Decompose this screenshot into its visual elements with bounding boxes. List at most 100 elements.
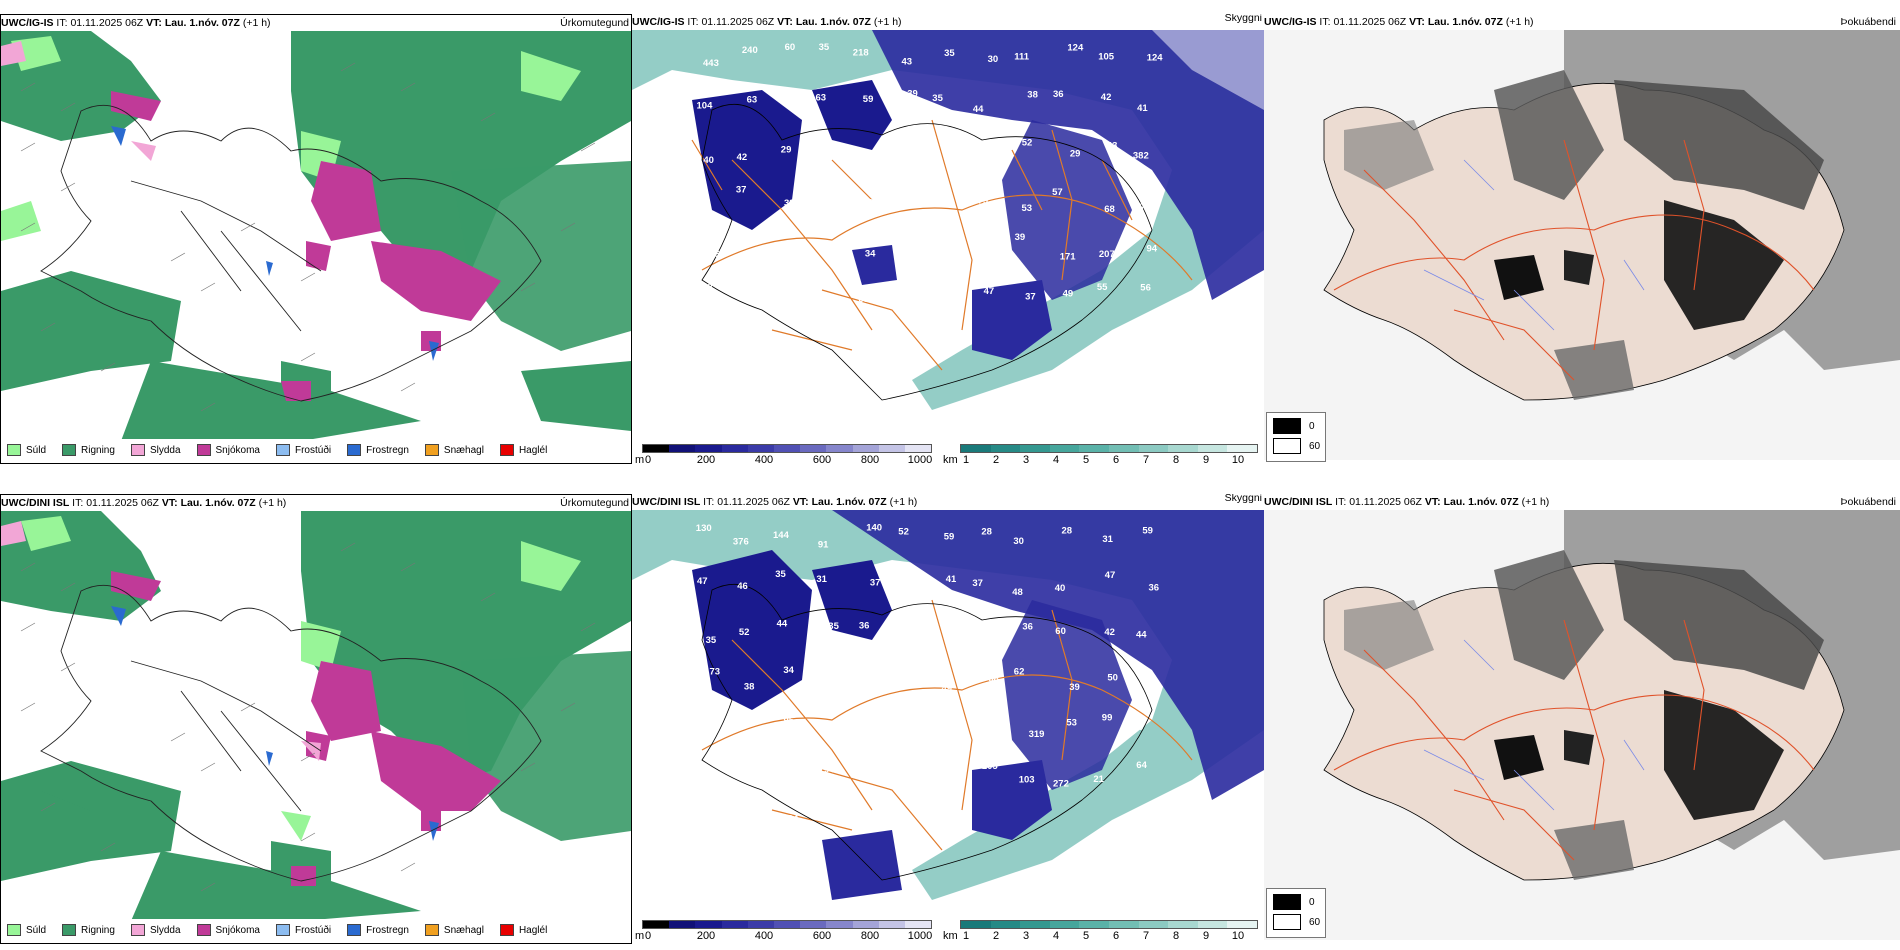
vt-label: VT:: [1409, 16, 1425, 28]
ceiling-value-label: 39: [864, 155, 875, 166]
legend-label: Snjókoma: [215, 924, 260, 936]
ceiling-value-label: 52: [739, 627, 750, 638]
legend-item: Haglél: [499, 924, 547, 936]
vt-value: Lau. 1.nóv. 07Z: [180, 497, 256, 509]
legend-swatch: [499, 924, 514, 936]
ceiling-tick: 1000: [907, 454, 933, 464]
ceiling-value-label: 49: [942, 684, 953, 695]
ceiling-value-label: 53: [1022, 203, 1033, 214]
visibility-tick: 9: [1202, 930, 1210, 942]
fog-legend-row: 0: [1273, 892, 1325, 912]
legend-swatch: [196, 924, 211, 936]
ceiling-tick: 600: [812, 454, 832, 464]
ceiling-value-label: 38: [1027, 89, 1038, 100]
ceiling-value-label: 73: [710, 667, 721, 678]
lead-time: (+1 h): [258, 497, 287, 509]
legend-swatch: [196, 444, 211, 456]
ceiling-bar-fill: [642, 444, 932, 453]
it-label: IT:: [1335, 496, 1347, 508]
ceiling-value-label: 319: [1029, 729, 1045, 740]
lead-time: (+1 h): [242, 17, 271, 29]
legend-item: Rigning: [62, 924, 115, 936]
legend-swatch: [130, 924, 145, 936]
ceiling-value-label: 56: [789, 95, 800, 106]
ceiling-value-label: 36: [824, 667, 835, 678]
ceiling-value-label: 55: [777, 348, 788, 359]
ceiling-tick: 0: [644, 454, 652, 464]
fog-panel-bottom: UWC/DINI ISL IT: 01.11.2025 06Z VT: Lau.…: [1264, 494, 1900, 944]
ceiling-value-label: 37: [870, 578, 881, 589]
visibility-tick: 5: [1082, 930, 1090, 942]
ceiling-value-label: 95: [784, 716, 795, 727]
legend-swatch: [424, 444, 439, 456]
ceiling-value-label: 68: [1104, 204, 1115, 215]
legend-label: Rigning: [81, 924, 115, 936]
vt-label: VT:: [146, 17, 162, 29]
fog-legend-swatch: [1273, 914, 1301, 930]
legend-label: Súld: [26, 924, 47, 936]
ceiling-bar-fill: [642, 920, 932, 929]
visibility-tick: 6: [1112, 454, 1120, 464]
ceiling-tick: 400: [754, 454, 774, 464]
ceiling-value-label: 43: [1107, 141, 1118, 152]
ceiling-value-label: 272: [1053, 778, 1069, 789]
legend-item: Súld: [7, 924, 46, 936]
legend-swatch: [347, 924, 362, 936]
ceiling-value-label: 31: [816, 574, 827, 585]
ceiling-value-label: 123: [906, 281, 922, 292]
fog-legend: 0 60: [1266, 888, 1326, 938]
model-name: UWC/DINI ISL: [1264, 496, 1333, 508]
fog-legend-row: 60: [1273, 912, 1325, 932]
ceiling-value-label: 58: [988, 673, 999, 684]
ceiling-unit: m: [635, 454, 645, 464]
ceiling-value-label: 37: [899, 627, 910, 638]
visibility-tick: 10: [1231, 930, 1245, 942]
legend-item: Frostúði: [275, 924, 331, 936]
legend-label: Frostregn: [366, 444, 409, 456]
model-name: UWC/DINI ISL: [1, 497, 70, 509]
legend-label: Haglél: [518, 444, 548, 456]
precip-panel-bottom: UWC/DINI ISL IT: 01.11.2025 06Z VT: Lau.…: [0, 494, 632, 944]
visibility-tick: 9: [1202, 454, 1210, 464]
ceiling-value-label: 86: [786, 242, 797, 253]
panel-title: Þokuábendi: [1840, 496, 1896, 508]
legend-item: Snæhagl: [424, 444, 484, 456]
ceiling-colorbar: m 0 200 400 600 800 1000: [634, 440, 934, 464]
legend-swatch: [424, 924, 439, 936]
ceiling-value-label: 36: [1053, 89, 1064, 100]
legend-item: Snjókoma: [196, 924, 260, 936]
ceiling-value-label: 91: [818, 540, 829, 551]
ceiling-value-label: 59: [863, 198, 874, 209]
it-label: IT:: [687, 16, 699, 28]
ceiling-tick: 0: [644, 930, 652, 942]
ceiling-value-label: 35: [775, 569, 786, 580]
ceiling-value-label: 99: [1102, 712, 1113, 723]
ceiling-labels: 130 376 144 91 140 52 59 28 30 28 31 59 47 46 35 31 37 39…: [696, 523, 1159, 835]
ceiling-value-label: 39: [857, 679, 868, 690]
ceiling-value-label: 37: [909, 762, 920, 773]
panel-header: UWC/IG-IS IT: 01.11.2025 06Z VT: Lau. 1.…: [632, 14, 1264, 30]
ceiling-value-label: 46: [737, 581, 748, 592]
legend-item: Frostregn: [347, 444, 409, 456]
ceiling-value-label: 48: [1012, 587, 1023, 598]
ceiling-value-label: 51: [906, 145, 917, 156]
ceiling-value-label: 34: [895, 679, 906, 690]
ceiling-value-label: 39: [1015, 232, 1026, 243]
visibility-bar-fill: [960, 444, 1258, 453]
ceiling-value-label: 71: [1140, 202, 1151, 213]
fog-legend-label: 0: [1309, 420, 1315, 432]
ceiling-value-label: 49: [1063, 288, 1074, 299]
ceiling-value-label: 61: [819, 198, 830, 209]
ceiling-value-label: 57: [905, 191, 916, 202]
ceiling-value-label: 40: [1055, 583, 1066, 594]
legend-swatch: [62, 444, 77, 456]
lead-time: (+1 h): [1505, 16, 1534, 28]
visibility-tick: 3: [1022, 930, 1030, 942]
precip-panel-top: UWC/IG-IS IT: 01.11.2025 06Z VT: Lau. 1.…: [0, 14, 632, 464]
visibility-tick: 2: [992, 454, 1000, 464]
ceiling-value-label: 55: [1097, 282, 1108, 293]
ceiling-value-label: 37: [972, 578, 983, 589]
cloud-panel-top: UWC/IG-IS IT: 01.11.2025 06Z VT: Lau. 1.…: [632, 14, 1264, 464]
ceiling-value-label: 130: [696, 523, 712, 534]
legend-item: Súld: [7, 444, 46, 456]
